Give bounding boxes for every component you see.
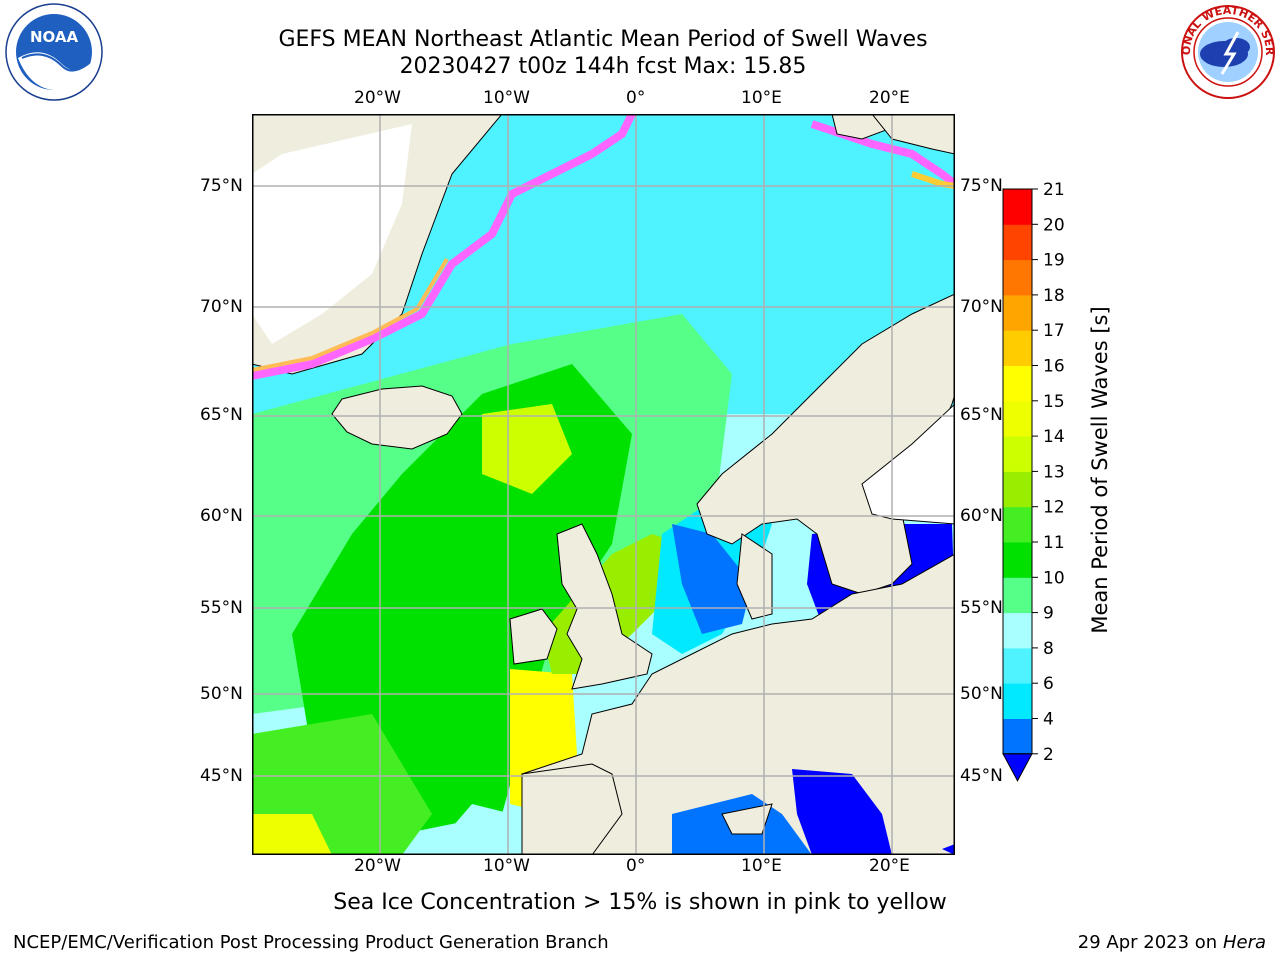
swell-period-map (252, 114, 955, 855)
colorbar-tick-label: 16 (1043, 357, 1065, 377)
colorbar-segment (1003, 471, 1032, 508)
iberia-land (521, 763, 623, 855)
colorbar-tick-label: 2 (1043, 745, 1054, 765)
colorbar-segment (1003, 612, 1032, 649)
colorbar-tick-label: 10 (1043, 568, 1065, 588)
great-britain-land (556, 523, 653, 690)
colorbar: 2 4 6 8 9 10 11 12 13 14 15 16 17 18 19 20 21 Mean Perio… (1002, 180, 1112, 782)
ocean-field-10s (292, 364, 632, 834)
lon-label-top-10w: 10°W (483, 88, 530, 108)
graticule (252, 114, 955, 855)
colorbar-tick-label: 4 (1043, 710, 1054, 730)
north-sea-field-dark (672, 524, 752, 634)
lon-label-bottom-20e: 20°E (869, 856, 910, 876)
lon-label-top-20e: 20°E (869, 88, 910, 108)
colorbar-tick-label: 20 (1043, 215, 1065, 235)
colorbar-segment (1003, 294, 1032, 331)
lat-label-right-75n: 75°N (960, 176, 1003, 196)
colorbar-segment (1003, 647, 1032, 684)
colorbar-segment (1003, 189, 1032, 225)
colorbar-tick-label: 9 (1043, 604, 1054, 624)
colorbar-segment (1003, 365, 1032, 402)
colorbar-tick-label: 14 (1043, 427, 1065, 447)
footer-date-text: 29 Apr 2023 on (1077, 932, 1223, 953)
greenland-ice (252, 124, 412, 344)
ireland-land (509, 608, 558, 665)
colorbar-tick-label: 15 (1043, 392, 1065, 412)
colorbar-segment (1003, 542, 1032, 578)
colorbar-tick-label: 18 (1043, 286, 1065, 306)
colorbar-tick-label: 11 (1043, 533, 1065, 553)
colorbar-tick-label: 21 (1043, 180, 1065, 200)
lon-label-bottom-10e: 10°E (741, 856, 782, 876)
colorbar-under-triangle (1002, 753, 1033, 782)
lat-label-left-60n: 60°N (200, 506, 243, 526)
chart-subtitle: 20230427 t00z 144h fcst Max: 15.85 (399, 54, 807, 79)
lat-label-right-50n: 50°N (960, 684, 1003, 704)
lat-label-left-50n: 50°N (200, 684, 243, 704)
lat-label-right-65n: 65°N (960, 405, 1003, 425)
lat-label-right-45n: 45°N (960, 766, 1003, 786)
colorbar-segment (1003, 683, 1032, 719)
corsica-sardinia-land (721, 803, 773, 835)
aegean-water (942, 844, 955, 855)
footer-producer: NCEP/EMC/Verification Post Processing Pr… (13, 932, 609, 953)
noaa-center-text: NOAA (30, 28, 79, 46)
colorbar-tick-label: 17 (1043, 321, 1065, 341)
lat-label-left-65n: 65°N (200, 405, 243, 425)
colorbar-segment (1003, 259, 1032, 296)
lon-label-top-0: 0° (626, 88, 646, 108)
colorbar-segment (1003, 718, 1032, 755)
colorbar-segment (1003, 506, 1032, 543)
colorbar-tick-label: 8 (1043, 639, 1054, 659)
noaa-logo-icon: NOAA (5, 3, 103, 101)
colorbar-tick-label: 19 (1043, 251, 1065, 271)
lon-label-bottom-10w: 10°W (483, 856, 530, 876)
colorbar-tick-label: 12 (1043, 498, 1065, 518)
chart-title: GEFS MEAN Northeast Atlantic Mean Period… (278, 27, 928, 52)
ocean-field-12s (482, 404, 572, 494)
lon-label-top-10e: 10°E (741, 88, 782, 108)
lon-label-bottom-0: 0° (626, 856, 646, 876)
lat-label-right-70n: 70°N (960, 297, 1003, 317)
footer-date: 29 Apr 2023 on Hera (1078, 932, 1266, 953)
footer-host: Hera (1222, 932, 1266, 953)
colorbar-segment (1003, 577, 1032, 614)
ocean-field-14s (252, 814, 332, 855)
iceland-land (331, 385, 463, 450)
map-frame (252, 114, 955, 855)
colorbar-segment (1003, 400, 1032, 437)
sea-ice-note: Sea Ice Concentration > 15% is shown in … (333, 890, 947, 915)
adriatic-water (792, 769, 892, 855)
lon-label-bottom-20w: 20°W (354, 856, 401, 876)
sea-ice-edge-west (252, 114, 636, 380)
lat-label-right-55n: 55°N (960, 598, 1003, 618)
gulf-of-bothnia-ice (861, 403, 955, 525)
colorbar-tick-label: 13 (1043, 462, 1065, 482)
ocean-field-south-light (428, 804, 522, 855)
colorbar-tick-label: 6 (1043, 674, 1054, 694)
lat-label-left-45n: 45°N (200, 766, 243, 786)
sea-ice-edge-west-inner (252, 257, 449, 372)
lat-label-left-75n: 75°N (200, 176, 243, 196)
colorbar-label: Mean Period of Swell Waves [s] (1088, 306, 1112, 633)
lat-label-left-55n: 55°N (200, 598, 243, 618)
colorbar-segment (1003, 224, 1032, 261)
lat-label-left-70n: 70°N (200, 297, 243, 317)
colorbar-segment (1003, 330, 1032, 366)
lon-label-top-20w: 20°W (354, 88, 401, 108)
national-weather-service-logo-icon: NATIONAL WEATHER SERVICE (1180, 4, 1276, 99)
colorbar-segment (1003, 436, 1032, 472)
lat-label-right-60n: 60°N (960, 506, 1003, 526)
